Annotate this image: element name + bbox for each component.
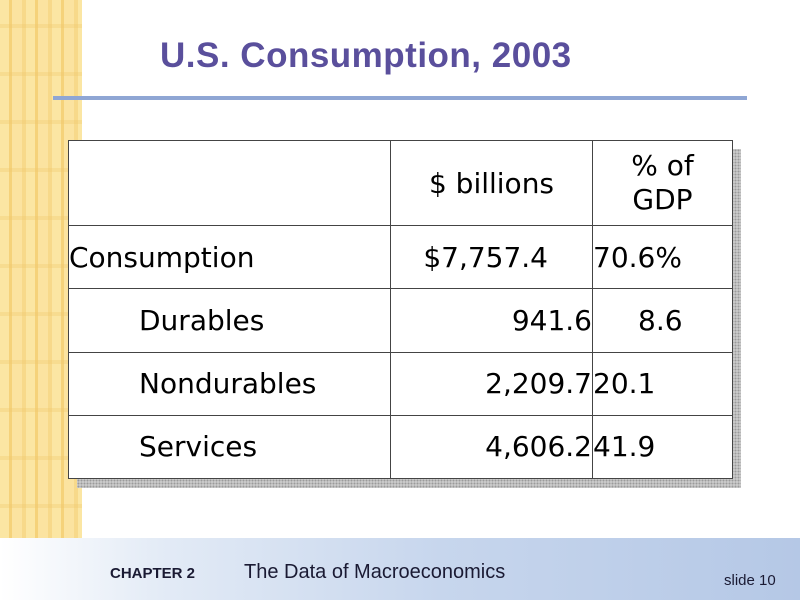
table-header-row: $ billions % of GDP [68, 139, 733, 227]
row-pct-gdp: 8.6 [592, 288, 733, 353]
row-billions: 4,606.2 [390, 414, 593, 480]
footer-chapter: CHAPTER 2 [110, 565, 196, 582]
footer-slide-number: slide 10 [724, 572, 776, 589]
footer-bar [0, 538, 800, 600]
consumption-table-container: $ billions % of GDP Consumption $7,757.4… [68, 139, 741, 488]
row-pct-gdp: 41.9 [592, 414, 733, 480]
header-cell-billions: $ billions [390, 139, 593, 227]
header-pct-line1: % of [631, 149, 694, 183]
row-label: Durables [68, 288, 391, 353]
row-pct-gdp: 70.6% [592, 225, 733, 290]
consumption-table: $ billions % of GDP Consumption $7,757.4… [68, 139, 733, 480]
table-row-consumption: Consumption $7,757.4 70.6% [68, 225, 733, 290]
slide-title: U.S. Consumption, 2003 [160, 36, 572, 75]
header-cell-blank [68, 139, 391, 227]
header-pct-line2: GDP [632, 183, 693, 217]
row-billions: $7,757.4 [390, 225, 593, 290]
row-billions: 941.6 [390, 288, 593, 353]
table-row-durables: Durables 941.6 8.6 [68, 288, 733, 353]
table-row-nondurables: Nondurables 2,209.7 20.1 [68, 351, 733, 416]
row-label: Nondurables [68, 351, 391, 416]
row-label: Consumption [68, 225, 391, 290]
row-label: Services [68, 414, 391, 480]
table-row-services: Services 4,606.2 41.9 [68, 414, 733, 480]
footer-chapter-title: The Data of Macroeconomics [244, 561, 506, 583]
title-divider [53, 96, 747, 100]
row-billions: 2,209.7 [390, 351, 593, 416]
row-pct-gdp: 20.1 [592, 351, 733, 416]
header-cell-pct-gdp: % of GDP [592, 139, 733, 227]
